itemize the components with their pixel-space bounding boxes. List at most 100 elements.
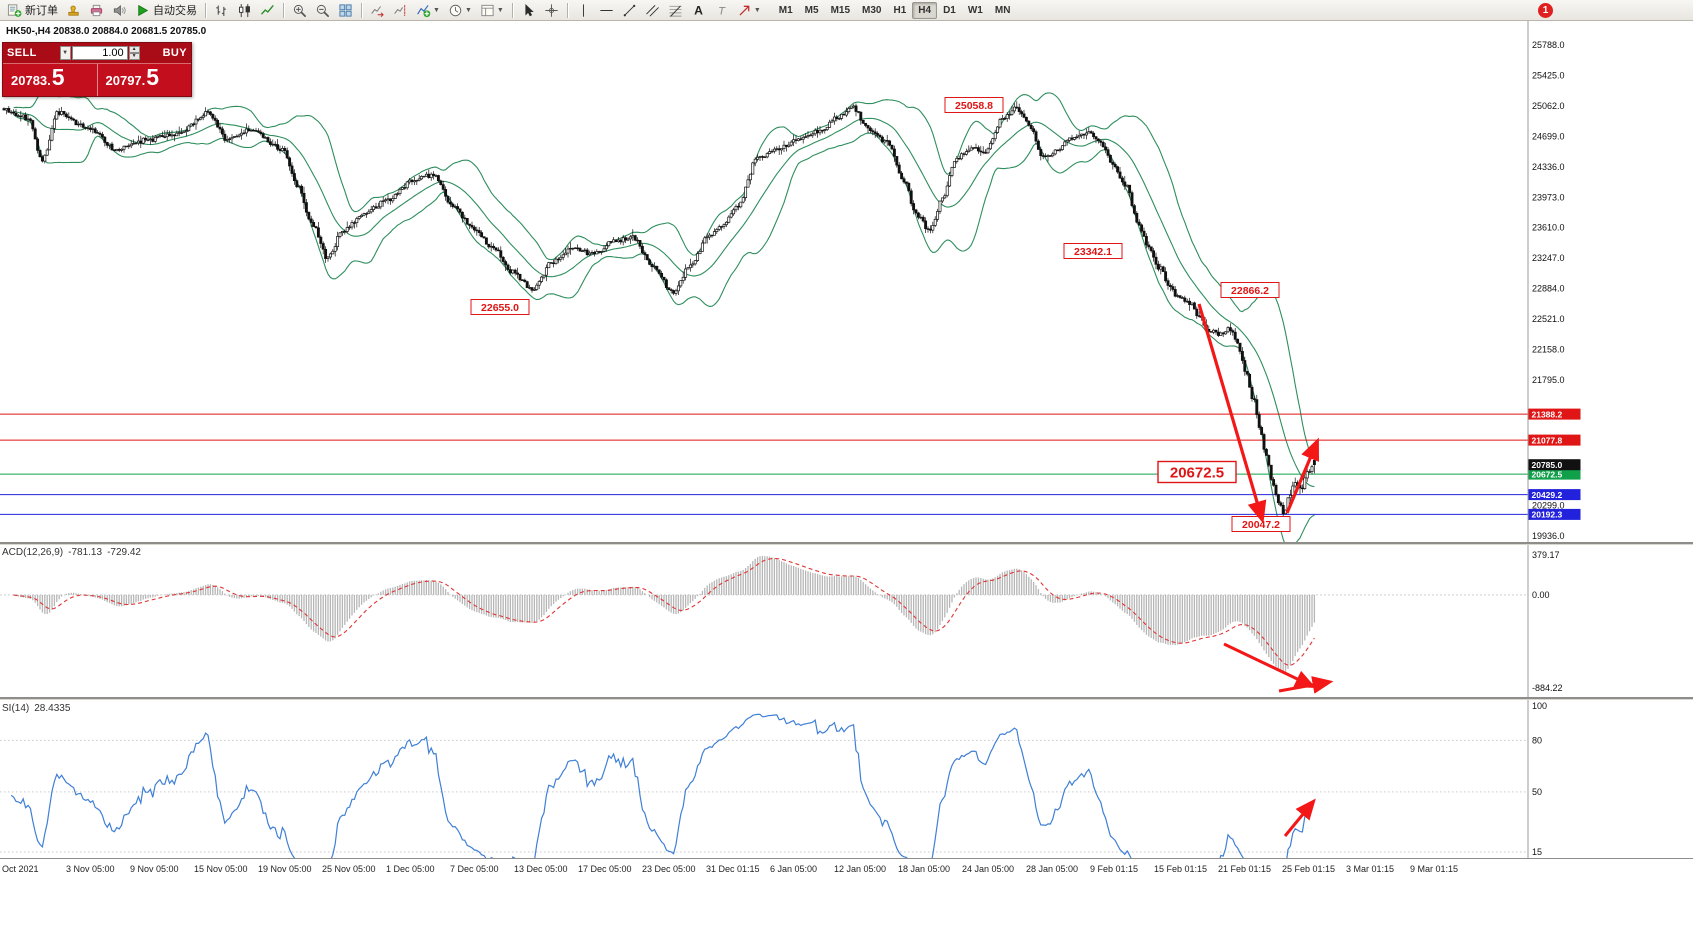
volume-input[interactable]: 1.00 bbox=[71, 46, 128, 60]
time-label: 28 Jan 05:00 bbox=[1026, 864, 1079, 874]
price-axis[interactable]: 25788.0 25425.0 25062.0 24699.0 24336.0 23973… bbox=[1527, 21, 1581, 542]
rsi-panel-canvas[interactable]: 100 80 50 15 bbox=[0, 700, 1693, 858]
new-order-button[interactable]: 新订单 bbox=[3, 1, 62, 20]
candlestick-mode-button[interactable] bbox=[233, 1, 256, 20]
svg-text:A: A bbox=[694, 3, 703, 17]
sell-label[interactable]: SELL bbox=[7, 47, 37, 59]
svg-text:80: 80 bbox=[1532, 735, 1542, 745]
svg-text:21388.2: 21388.2 bbox=[1532, 409, 1563, 419]
clock-icon bbox=[448, 3, 463, 18]
fibonacci-tool-button[interactable] bbox=[664, 1, 687, 20]
price-annotation[interactable]: 22866.2 bbox=[1220, 282, 1280, 298]
arrows-tool-button[interactable]: ▼ bbox=[733, 1, 765, 20]
indicators-icon bbox=[416, 3, 431, 18]
time-axis[interactable]: Oct 2021 3 Nov 05:00 9 Nov 05:00 15 Nov 05:… bbox=[0, 858, 1693, 880]
trade-panel-divider bbox=[96, 64, 98, 96]
indicators-button[interactable]: ▼ bbox=[412, 1, 444, 20]
text-tool-button[interactable]: A bbox=[687, 1, 710, 20]
timeframe-m5[interactable]: M5 bbox=[799, 2, 825, 19]
rsi-arrows[interactable] bbox=[1283, 798, 1316, 837]
time-label: 31 Dec 01:15 bbox=[706, 864, 760, 874]
trendline-tool-button[interactable] bbox=[618, 1, 641, 20]
chart-ohlc-header: HK50-,H4 20838.0 20884.0 20681.5 20785.0 bbox=[6, 26, 207, 37]
auto-scroll-button[interactable] bbox=[366, 1, 389, 20]
timeframe-m30[interactable]: M30 bbox=[856, 2, 887, 19]
sell-price: 20783. bbox=[11, 73, 51, 88]
time-label: 25 Feb 01:15 bbox=[1282, 864, 1336, 874]
chevron-down-icon: ▼ bbox=[464, 6, 472, 14]
volume-up-icon[interactable]: ▲ bbox=[128, 46, 140, 53]
buy-price-pips: 5 bbox=[146, 64, 160, 90]
chevron-down-icon: ▼ bbox=[753, 6, 761, 14]
price-annotation[interactable]: 22655.0 bbox=[470, 299, 530, 315]
toolbar-separator bbox=[361, 2, 362, 18]
timeframe-w1[interactable]: W1 bbox=[962, 2, 989, 19]
price-annotation[interactable]: 20672.5 bbox=[1157, 460, 1237, 484]
zoom-in-button[interactable] bbox=[288, 1, 311, 20]
auto-trading-button[interactable]: 自动交易 bbox=[131, 1, 201, 20]
periods-button[interactable]: ▼ bbox=[444, 1, 476, 20]
shapes-icon bbox=[737, 3, 752, 18]
price-annotation[interactable]: 25058.8 bbox=[944, 97, 1004, 113]
timeframe-h4[interactable]: H4 bbox=[912, 1, 938, 19]
crosshair-tool-button[interactable] bbox=[540, 1, 563, 20]
zoom-in-icon bbox=[292, 3, 307, 18]
new-order-icon bbox=[7, 3, 22, 18]
macd-arrows[interactable] bbox=[1223, 642, 1334, 694]
print-button[interactable] bbox=[85, 1, 108, 20]
volume-dropdown-icon[interactable]: ▼ bbox=[59, 46, 71, 60]
timeframe-h1[interactable]: H1 bbox=[887, 2, 912, 19]
horizontal-level-lines[interactable] bbox=[0, 413, 1528, 515]
buy-price-button[interactable]: 20797. 5 bbox=[98, 64, 192, 96]
timeframe-m1[interactable]: M1 bbox=[773, 2, 799, 19]
toolbar-separator bbox=[283, 2, 284, 18]
svg-text:22884.0: 22884.0 bbox=[1532, 284, 1565, 294]
line-chart-mode-button[interactable] bbox=[256, 1, 279, 20]
svg-text:22521.0: 22521.0 bbox=[1532, 314, 1565, 324]
svg-text:21077.8: 21077.8 bbox=[1532, 435, 1563, 445]
svg-text:20192.3: 20192.3 bbox=[1532, 510, 1563, 520]
channel-icon bbox=[645, 3, 660, 18]
macd-panel-canvas[interactable]: 379.17 0.00 -884.22 bbox=[0, 545, 1693, 697]
chart-shift-button[interactable] bbox=[389, 1, 412, 20]
text-icon: A bbox=[691, 3, 706, 18]
timeframe-m15[interactable]: M15 bbox=[825, 2, 856, 19]
trend-arrows[interactable] bbox=[1197, 303, 1319, 524]
volume-down-icon[interactable]: ▼ bbox=[128, 53, 140, 60]
vertical-line-tool-button[interactable] bbox=[572, 1, 595, 20]
svg-text:20299.0: 20299.0 bbox=[1532, 500, 1565, 510]
notifications-badge[interactable]: 1 bbox=[1538, 3, 1553, 18]
channel-tool-button[interactable] bbox=[641, 1, 664, 20]
time-label: 25 Nov 05:00 bbox=[322, 864, 376, 874]
price-annotation[interactable]: 23342.1 bbox=[1063, 243, 1123, 259]
alerts-sound-button[interactable] bbox=[108, 1, 131, 20]
cursor-icon bbox=[521, 3, 536, 18]
templates-button[interactable]: ▼ bbox=[476, 1, 508, 20]
zoom-out-button[interactable] bbox=[311, 1, 334, 20]
cursor-tool-button[interactable] bbox=[517, 1, 540, 20]
timeframe-mn[interactable]: MN bbox=[989, 2, 1017, 19]
horizontal-line-tool-button[interactable] bbox=[595, 1, 618, 20]
panel-separator[interactable] bbox=[0, 542, 1693, 545]
chevron-down-icon: ▼ bbox=[496, 6, 504, 14]
toolbar: 新订单 自动交易 ▼ ▼ ▼ A T ▼ M1 M5 M15 M30 H1 H4 D1 W1 MN 1 bbox=[0, 0, 1693, 21]
svg-text:50: 50 bbox=[1532, 787, 1542, 797]
sell-price-button[interactable]: 20783. 5 bbox=[3, 64, 97, 96]
bar-chart-mode-button[interactable] bbox=[210, 1, 233, 20]
time-label: 24 Jan 05:00 bbox=[962, 864, 1015, 874]
time-label: 21 Feb 01:15 bbox=[1218, 864, 1272, 874]
panel-separator[interactable] bbox=[0, 697, 1693, 700]
autoscroll-icon bbox=[370, 3, 385, 18]
timeframe-d1[interactable]: D1 bbox=[937, 2, 962, 19]
tile-windows-button[interactable] bbox=[334, 1, 357, 20]
chevron-down-icon: ▼ bbox=[433, 6, 440, 14]
buy-label[interactable]: BUY bbox=[162, 47, 187, 59]
vline-icon bbox=[576, 3, 591, 18]
stamp-button[interactable] bbox=[62, 1, 85, 20]
label-tool-button[interactable]: T bbox=[710, 1, 733, 20]
main-chart-canvas[interactable]: 25788.0 25425.0 25062.0 24699.0 24336.0 23973… bbox=[0, 21, 1693, 542]
candles-icon bbox=[237, 3, 252, 18]
svg-text:20047.2: 20047.2 bbox=[1242, 519, 1280, 531]
price-annotations[interactable]: 25058.8 23342.1 22866.2 22655.0 20672.5 20047… bbox=[470, 97, 1291, 532]
trendline-icon bbox=[622, 3, 637, 18]
